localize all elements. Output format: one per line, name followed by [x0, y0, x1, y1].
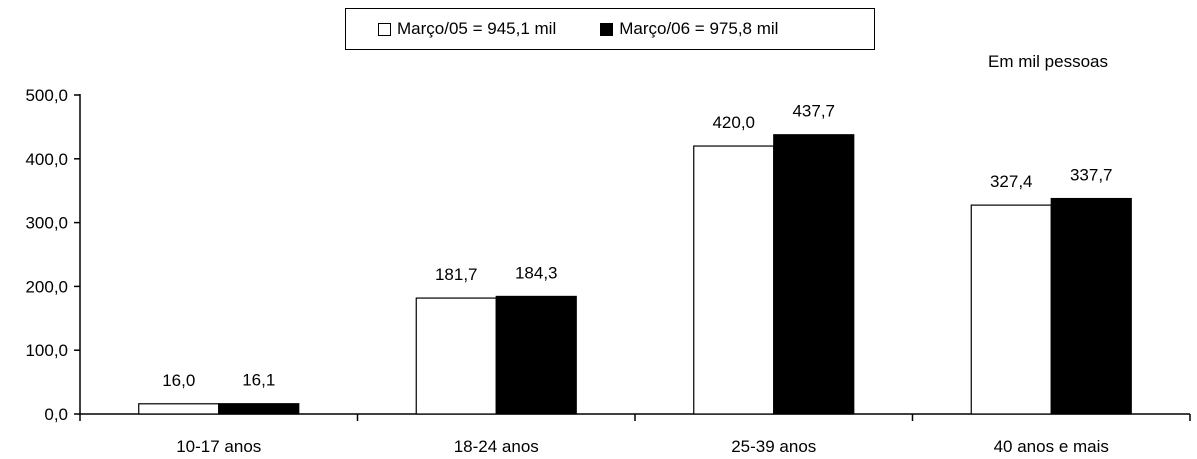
- legend-label-marco06: Março/06 = 975,8 mil: [619, 19, 779, 38]
- bar-marco05: [415, 297, 497, 415]
- y-tick-label: 500,0: [25, 86, 68, 105]
- y-tick-label: 100,0: [25, 341, 68, 360]
- bar-marco05: [693, 145, 775, 415]
- bar-marco06: [773, 134, 855, 415]
- legend-swatch-marco06: [600, 22, 614, 36]
- x-category-label: 18-24 anos: [454, 437, 539, 456]
- legend-label-marco05: Março/05 = 945,1 mil: [397, 19, 557, 38]
- y-tick-label: 300,0: [25, 214, 68, 233]
- y-tick-label: 400,0: [25, 150, 68, 169]
- data-label: 184,3: [515, 263, 558, 282]
- x-category-label: 25-39 anos: [731, 437, 816, 456]
- bar-marco06: [1050, 197, 1132, 415]
- x-category-label: 40 anos e mais: [994, 437, 1109, 456]
- unit-note: Em mil pessoas: [988, 52, 1108, 71]
- y-tick-label: 0,0: [44, 405, 68, 424]
- data-label: 16,1: [242, 371, 275, 390]
- legend-item-marco06: Março/06 = 975,8 mil: [600, 19, 778, 39]
- y-tick-label: 200,0: [25, 277, 68, 296]
- data-label: 437,7: [792, 102, 835, 121]
- data-label: 181,7: [435, 265, 478, 284]
- bar-marco06: [218, 403, 300, 415]
- bar-marco05: [138, 403, 220, 415]
- legend-item-marco05: Março/05 = 945,1 mil: [378, 19, 556, 39]
- data-label: 420,0: [712, 113, 755, 132]
- x-category-label: 10-17 anos: [176, 437, 261, 456]
- bar-marco06: [495, 295, 577, 415]
- data-label: 337,7: [1070, 166, 1113, 185]
- legend-swatch-marco05: [378, 22, 391, 36]
- data-label: 327,4: [990, 172, 1033, 191]
- bar-marco05: [970, 204, 1052, 415]
- data-label: 16,0: [162, 371, 195, 390]
- chart-legend: Março/05 = 945,1 mil Março/06 = 975,8 mi…: [345, 8, 875, 50]
